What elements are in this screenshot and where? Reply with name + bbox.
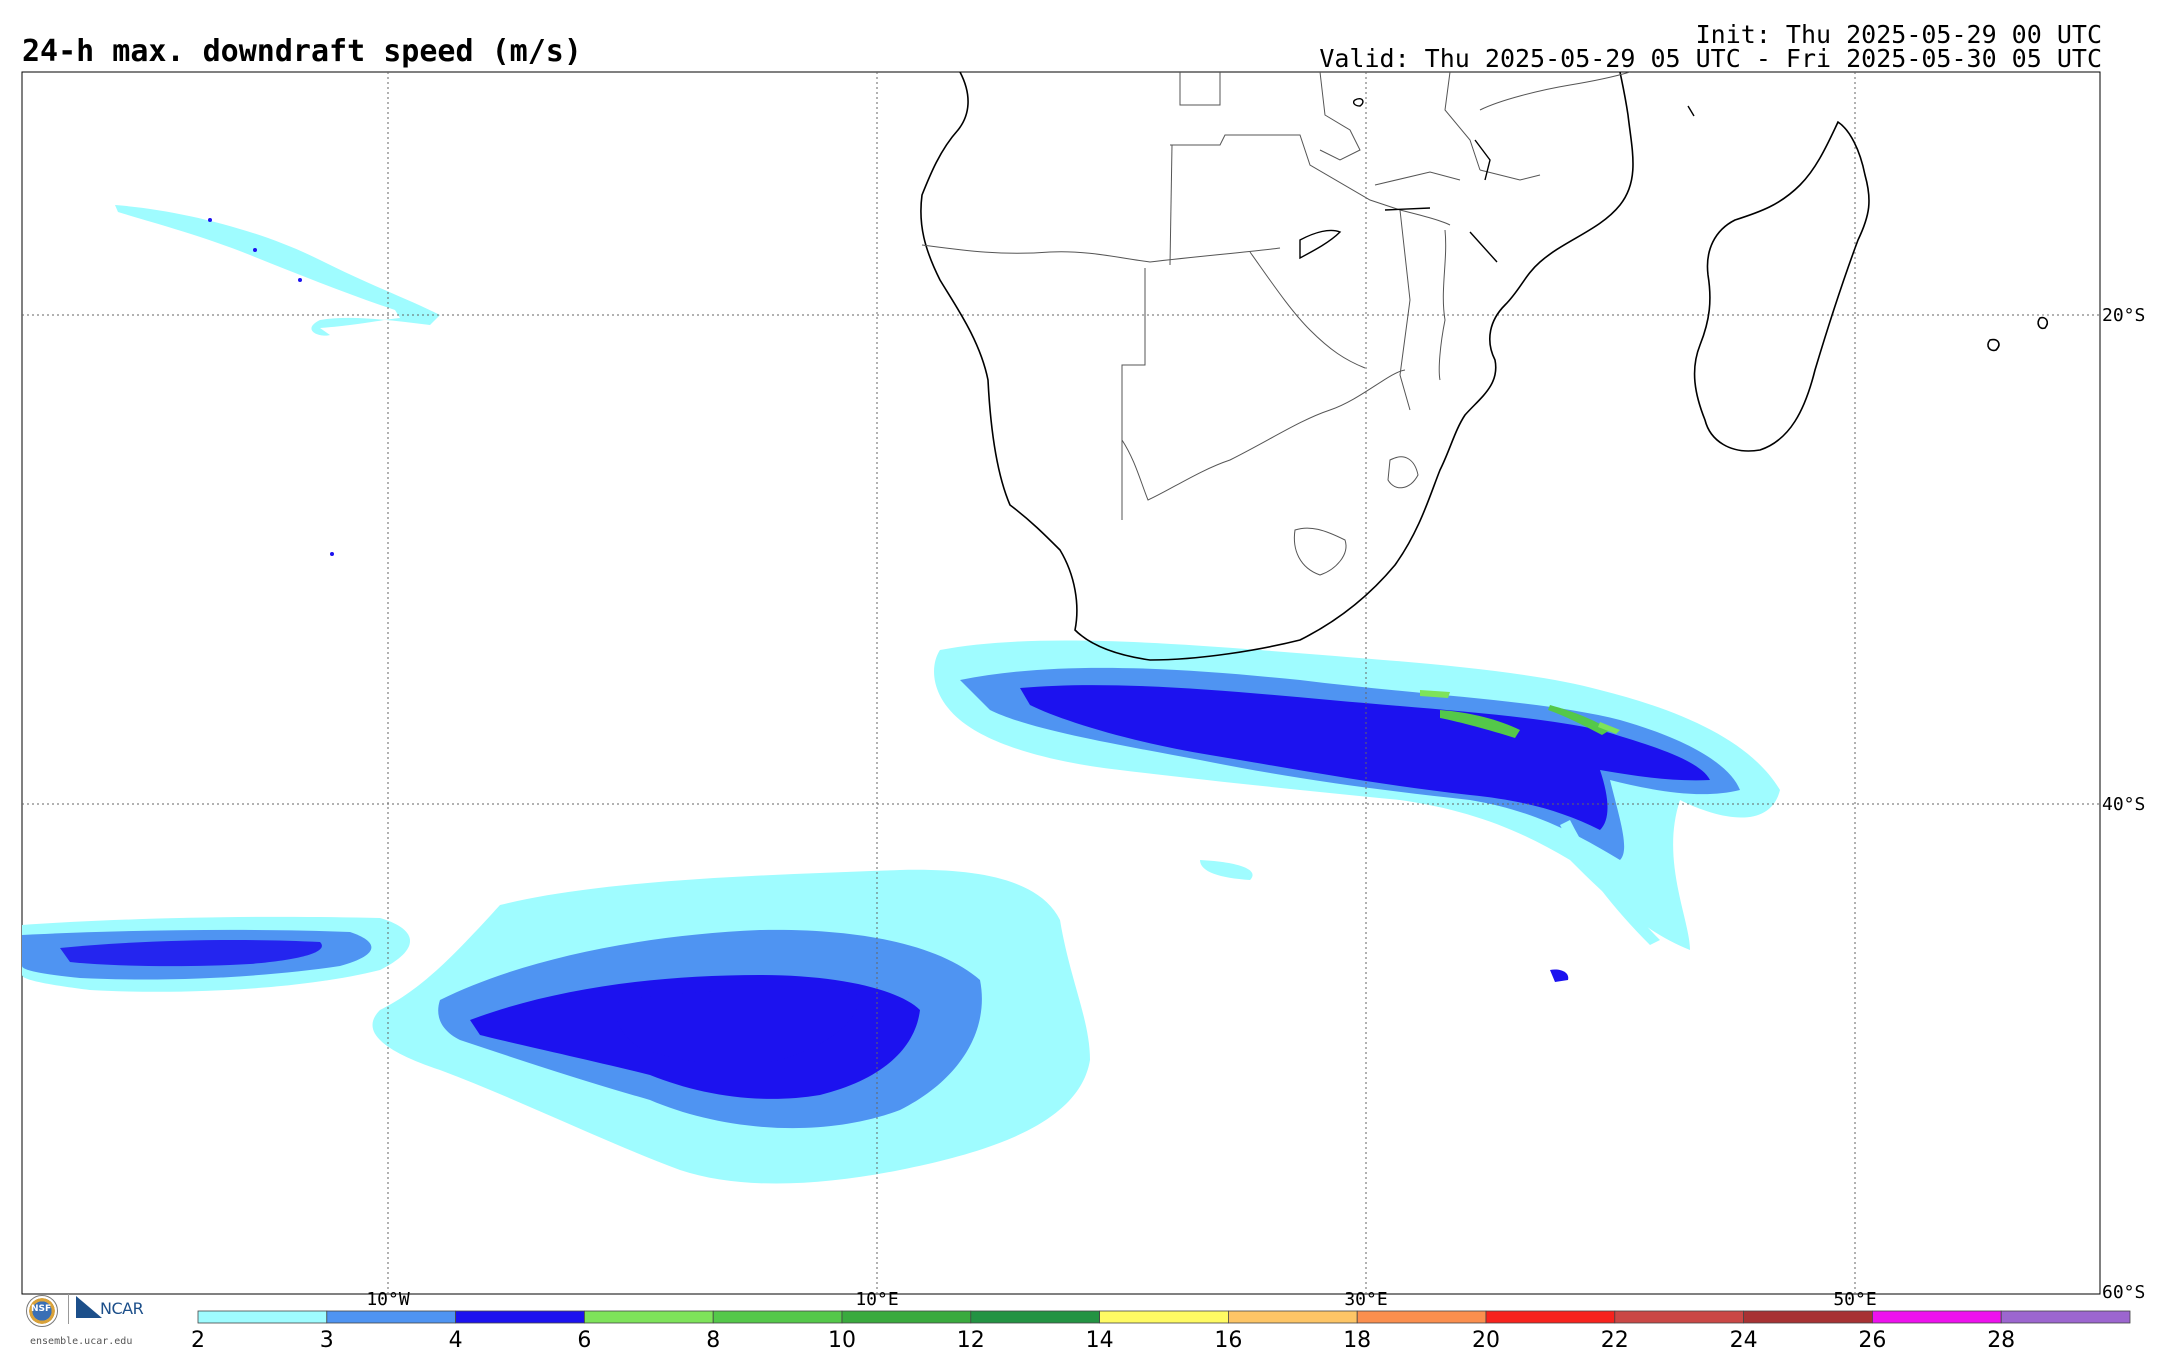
ncar-logo-icon xyxy=(76,1296,102,1318)
colorbar-swatch xyxy=(1614,1310,1745,1324)
colorbar-tick-label: 10 xyxy=(828,1328,856,1353)
africa-coastline xyxy=(920,72,1634,661)
colorbar-tick-label: 16 xyxy=(1214,1328,1242,1353)
logo-divider xyxy=(68,1294,69,1324)
graticule xyxy=(22,72,2100,1294)
ncar-logo-text: NCAR xyxy=(100,1299,144,1318)
lon-label: 30°E xyxy=(1344,1289,1387,1310)
colorbar-swatch xyxy=(970,1310,1100,1324)
downdraft-field-africa-south xyxy=(934,640,1780,982)
nsf-logo-text: NSF xyxy=(31,1304,52,1314)
colorbar-tick-label: 8 xyxy=(706,1328,720,1353)
logo-block: NSF NCAR ensemble.ucar.edu xyxy=(22,1290,172,1350)
colorbar-swatch xyxy=(1099,1310,1229,1324)
colorbar-tick-label: 14 xyxy=(1086,1328,1114,1353)
latitude-labels: 20°S 40°S 60°S xyxy=(2102,305,2145,1303)
longitude-labels: 10°W 10°E 30°E 50°E xyxy=(366,1289,1876,1310)
colorbar-swatch xyxy=(712,1310,843,1324)
lat-label: 60°S xyxy=(2102,1282,2145,1303)
colorbar-swatch xyxy=(1743,1310,1873,1324)
lat-label: 40°S xyxy=(2102,794,2145,815)
colorbar-swatch xyxy=(584,1310,714,1324)
colorbar-swatch xyxy=(1485,1310,1616,1324)
colorbar-tick-label: 4 xyxy=(449,1328,463,1353)
colorbar-tick-label: 12 xyxy=(957,1328,985,1353)
lat-label: 20°S xyxy=(2102,305,2145,326)
colorbar-swatch xyxy=(1228,1310,1358,1324)
colorbar-swatch xyxy=(841,1310,972,1324)
colorbar-swatch xyxy=(1872,1310,2002,1324)
colorbar-tick-label: 6 xyxy=(577,1328,591,1353)
colorbar-tick-label: 3 xyxy=(320,1328,334,1353)
colorbar-swatch xyxy=(197,1310,328,1324)
valid-time: Valid: Thu 2025-05-29 05 UTC - Fri 2025-… xyxy=(1319,44,2102,73)
colorbar-tick-label: 24 xyxy=(1730,1328,1758,1353)
lon-label: 10°E xyxy=(855,1289,898,1310)
colorbar-tick-label: 2 xyxy=(191,1328,205,1353)
colorbar-tick-label: 26 xyxy=(1858,1328,1886,1353)
downdraft-field-south-atlantic xyxy=(22,869,1090,1184)
chart-title: 24-h max. downdraft speed (m/s) xyxy=(22,34,582,69)
country-borders xyxy=(921,72,1631,576)
colorbar-swatch xyxy=(326,1310,456,1324)
colorbar-tick-label: 20 xyxy=(1472,1328,1500,1353)
lon-label: 10°W xyxy=(366,1289,410,1310)
colorbar-tick-label: 18 xyxy=(1343,1328,1371,1353)
colorbar-swatch xyxy=(455,1310,585,1324)
colorbar-tick-label: 28 xyxy=(1987,1328,2015,1353)
colorbar-tick-label: 22 xyxy=(1601,1328,1629,1353)
lakes xyxy=(1299,97,1695,263)
downdraft-field-northwest xyxy=(115,205,440,556)
site-url: ensemble.ucar.edu xyxy=(30,1336,133,1347)
colorbar-swatch xyxy=(2000,1310,2131,1324)
lon-label: 50°E xyxy=(1833,1289,1876,1310)
colorbar-swatch xyxy=(1356,1310,1487,1324)
nsf-logo-icon xyxy=(26,1295,58,1327)
colorbar: 2 3 4 6 8 10 12 14 16 18 20 22 24 26 28 xyxy=(191,1310,2131,1353)
init-time: Init: Thu 2025-05-29 00 UTC xyxy=(1695,20,2102,49)
madagascar xyxy=(1693,120,2048,452)
